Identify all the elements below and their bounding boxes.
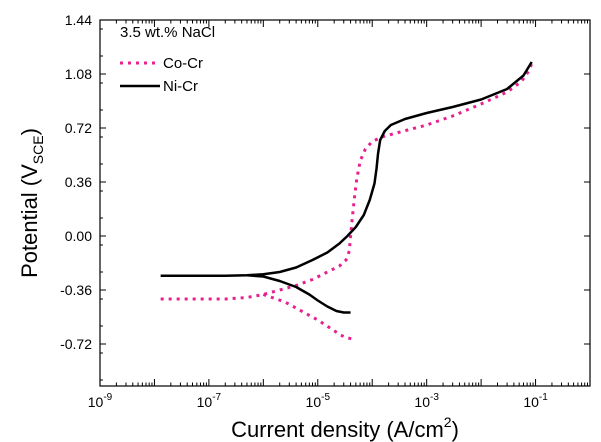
x-tick-label: 10-1 <box>523 392 548 410</box>
annotation-label: 3.5 wt.% NaCl <box>120 24 215 41</box>
x-axis-title: Current density (A/cm2) <box>231 414 459 442</box>
x-tick-label: 10-3 <box>414 392 439 410</box>
y-tick-label: 0.72 <box>65 120 92 136</box>
y-tick-label: 1.44 <box>65 12 92 28</box>
series-line-ni-cr-3 <box>246 274 351 314</box>
x-tick-label: 10-9 <box>88 392 113 410</box>
legend-label-ni-cr: Ni-Cr <box>163 78 198 95</box>
legend-label-co-cr: Co-Cr <box>163 55 203 72</box>
y-tick-label: -0.36 <box>60 282 92 298</box>
y-axis-ticks: 1.44 1.08 0.72 0.36 0.00 -0.36 -0.72 <box>60 12 590 381</box>
plot-frame <box>99 19 591 387</box>
y-tick-label: 0.00 <box>65 228 92 244</box>
series-layer <box>160 61 534 341</box>
series-line-ni-cr-2 <box>160 61 533 277</box>
y-tick-label: 0.36 <box>65 174 92 190</box>
y-tick-label: 1.08 <box>65 66 92 82</box>
series-line-co-cr-0 <box>160 62 534 301</box>
series-line-co-cr-1 <box>262 293 353 341</box>
x-axis-ticks: 10-9 10-7 10-5 10-3 10-1 <box>88 20 591 410</box>
x-tick-label: 10-5 <box>306 392 331 410</box>
x-tick-label: 10-7 <box>197 392 222 410</box>
y-tick-label: -0.72 <box>60 336 92 352</box>
y-axis-title: Potential (VSCE) <box>17 128 46 278</box>
